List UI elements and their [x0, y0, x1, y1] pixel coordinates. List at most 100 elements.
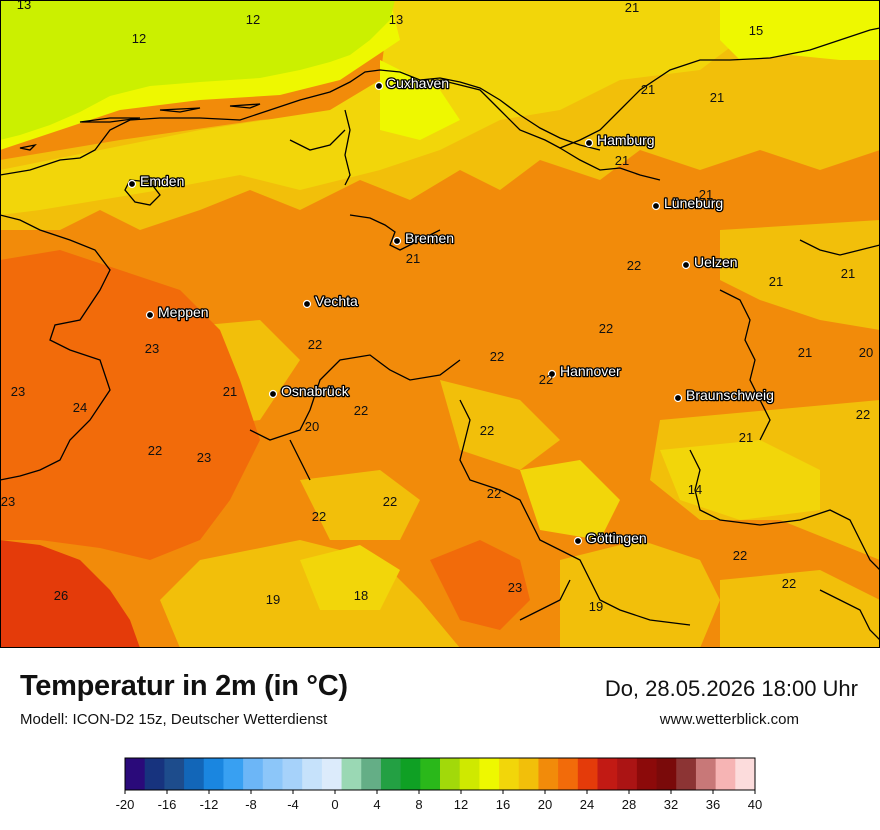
legend-swatch: [558, 758, 579, 790]
legend-tick-label: 8: [415, 797, 422, 812]
legend-swatches: [124, 757, 756, 791]
temp-value: 22: [383, 494, 397, 509]
temperature-values: 13 12 13 21 15 12 21 21 21 21 21 22 21 2…: [1, 0, 873, 614]
legend-swatch: [636, 758, 658, 790]
border-south: [459, 399, 691, 626]
temp-value: 23: [1, 494, 15, 509]
island-4: [19, 143, 37, 151]
temp-value: 14: [688, 482, 702, 497]
legend-swatch: [243, 758, 264, 790]
temp-value: 19: [266, 592, 280, 607]
weser-estuary: [344, 109, 351, 186]
temp-value: 24: [73, 400, 87, 415]
legend-swatch: [144, 758, 165, 790]
legend-swatch: [597, 758, 618, 790]
goettingen-marker: [573, 536, 583, 546]
hot-zones: [0, 250, 530, 630]
temp-value: 23: [11, 384, 25, 399]
legend-tick-label: 20: [538, 797, 552, 812]
temperature-map: Cuxhaven Hamburg Emden Lüneburg Bremen U…: [0, 0, 880, 648]
border-bremen: [349, 214, 441, 251]
border-west: [0, 214, 111, 481]
city-markers: Cuxhaven Hamburg Emden Lüneburg Bremen U…: [127, 74, 775, 547]
legend-swatch: [262, 758, 283, 790]
model-source: Modell: ICON-D2 15z, Deutscher Wetterdie…: [20, 711, 328, 728]
temp-value: 23: [145, 341, 159, 356]
border-harz: [689, 449, 880, 571]
temp-value: 13: [389, 12, 403, 27]
legend-swatch: [656, 758, 677, 790]
vechta-marker: [302, 299, 312, 309]
elbe-river: [439, 27, 880, 149]
temp-value: 22: [312, 509, 326, 524]
legend-swatch: [184, 758, 205, 790]
legend-tick-label: -12: [200, 797, 219, 812]
temp-value: 15: [749, 23, 763, 38]
legend-swatch: [459, 758, 480, 790]
city-label-goettingen: Göttingen: [586, 530, 647, 546]
bay: [289, 129, 346, 151]
temp-value: 22: [308, 337, 322, 352]
legend-tick-label: 28: [622, 797, 636, 812]
legend-tick-label: 4: [373, 797, 380, 812]
temp-value: 22: [627, 258, 641, 273]
hannover-marker: [547, 369, 557, 379]
legend-swatch: [676, 758, 697, 790]
legend-swatch: [282, 758, 303, 790]
border-hamburg: [559, 147, 661, 181]
temp-value: 23: [197, 450, 211, 465]
legend-swatch: [380, 758, 402, 790]
legend-swatch: [223, 758, 244, 790]
city-label-vechta: Vechta: [315, 293, 358, 309]
island-1: [79, 117, 141, 123]
temp-value: 21: [769, 274, 783, 289]
island-3: [229, 103, 261, 109]
city-label-hamburg: Hamburg: [597, 132, 655, 148]
borders: [0, 27, 880, 641]
temp-value: 22: [480, 423, 494, 438]
city-label-meppen: Meppen: [158, 304, 209, 320]
legend-swatch: [302, 758, 323, 790]
legend-swatch: [400, 758, 421, 790]
temp-value: 22: [148, 443, 162, 458]
temp-value: 21: [699, 187, 713, 202]
map-footer: Temperatur in 2m (in °C) Modell: ICON-D2…: [0, 648, 880, 830]
braunschweig-marker: [673, 393, 683, 403]
legend-tick-label: 36: [706, 797, 720, 812]
temp-value: 20: [305, 419, 319, 434]
website-link[interactable]: www.wetterblick.com: [659, 711, 799, 728]
map-title: Temperatur in 2m (in °C): [20, 670, 348, 702]
temp-value: 22: [782, 576, 796, 591]
border-east: [719, 239, 880, 441]
legend-swatch: [499, 758, 520, 790]
legend-tick-label: 24: [580, 797, 594, 812]
temp-value: 22: [490, 349, 504, 364]
yellow-zones: [0, 0, 820, 610]
temp-value: 22: [354, 403, 368, 418]
temp-value: 22: [856, 407, 870, 422]
legend-tick-label: -4: [287, 797, 299, 812]
legend-frame: [124, 757, 756, 791]
temp-value: 22: [733, 548, 747, 563]
coastline: [0, 69, 601, 176]
temp-value: 21: [615, 153, 629, 168]
lueneburg-marker: [651, 201, 661, 211]
color-legend: -20 -16 -12 -8 -4 0 4 8 12 16 20 24 28 32 36 40: [116, 757, 762, 812]
legend-swatch: [440, 758, 461, 790]
border-nrw: [249, 354, 461, 481]
city-label-braunschweig: Braunschweig: [686, 387, 774, 403]
temp-value: 21: [710, 90, 724, 105]
legend-tick-label: 32: [664, 797, 678, 812]
temp-value: 21: [223, 384, 237, 399]
legend-tick-label: 12: [454, 797, 468, 812]
city-label-bremen: Bremen: [405, 230, 454, 246]
legend-swatch: [695, 758, 717, 790]
legend-swatch: [321, 758, 343, 790]
temp-value: 21: [841, 266, 855, 281]
temp-value: 22: [539, 372, 553, 387]
legend-swatch: [125, 758, 146, 790]
very-hot-zone: [0, 540, 140, 648]
temp-value: 21: [641, 82, 655, 97]
temp-value: 19: [589, 599, 603, 614]
legend-tick-label: 40: [748, 797, 762, 812]
